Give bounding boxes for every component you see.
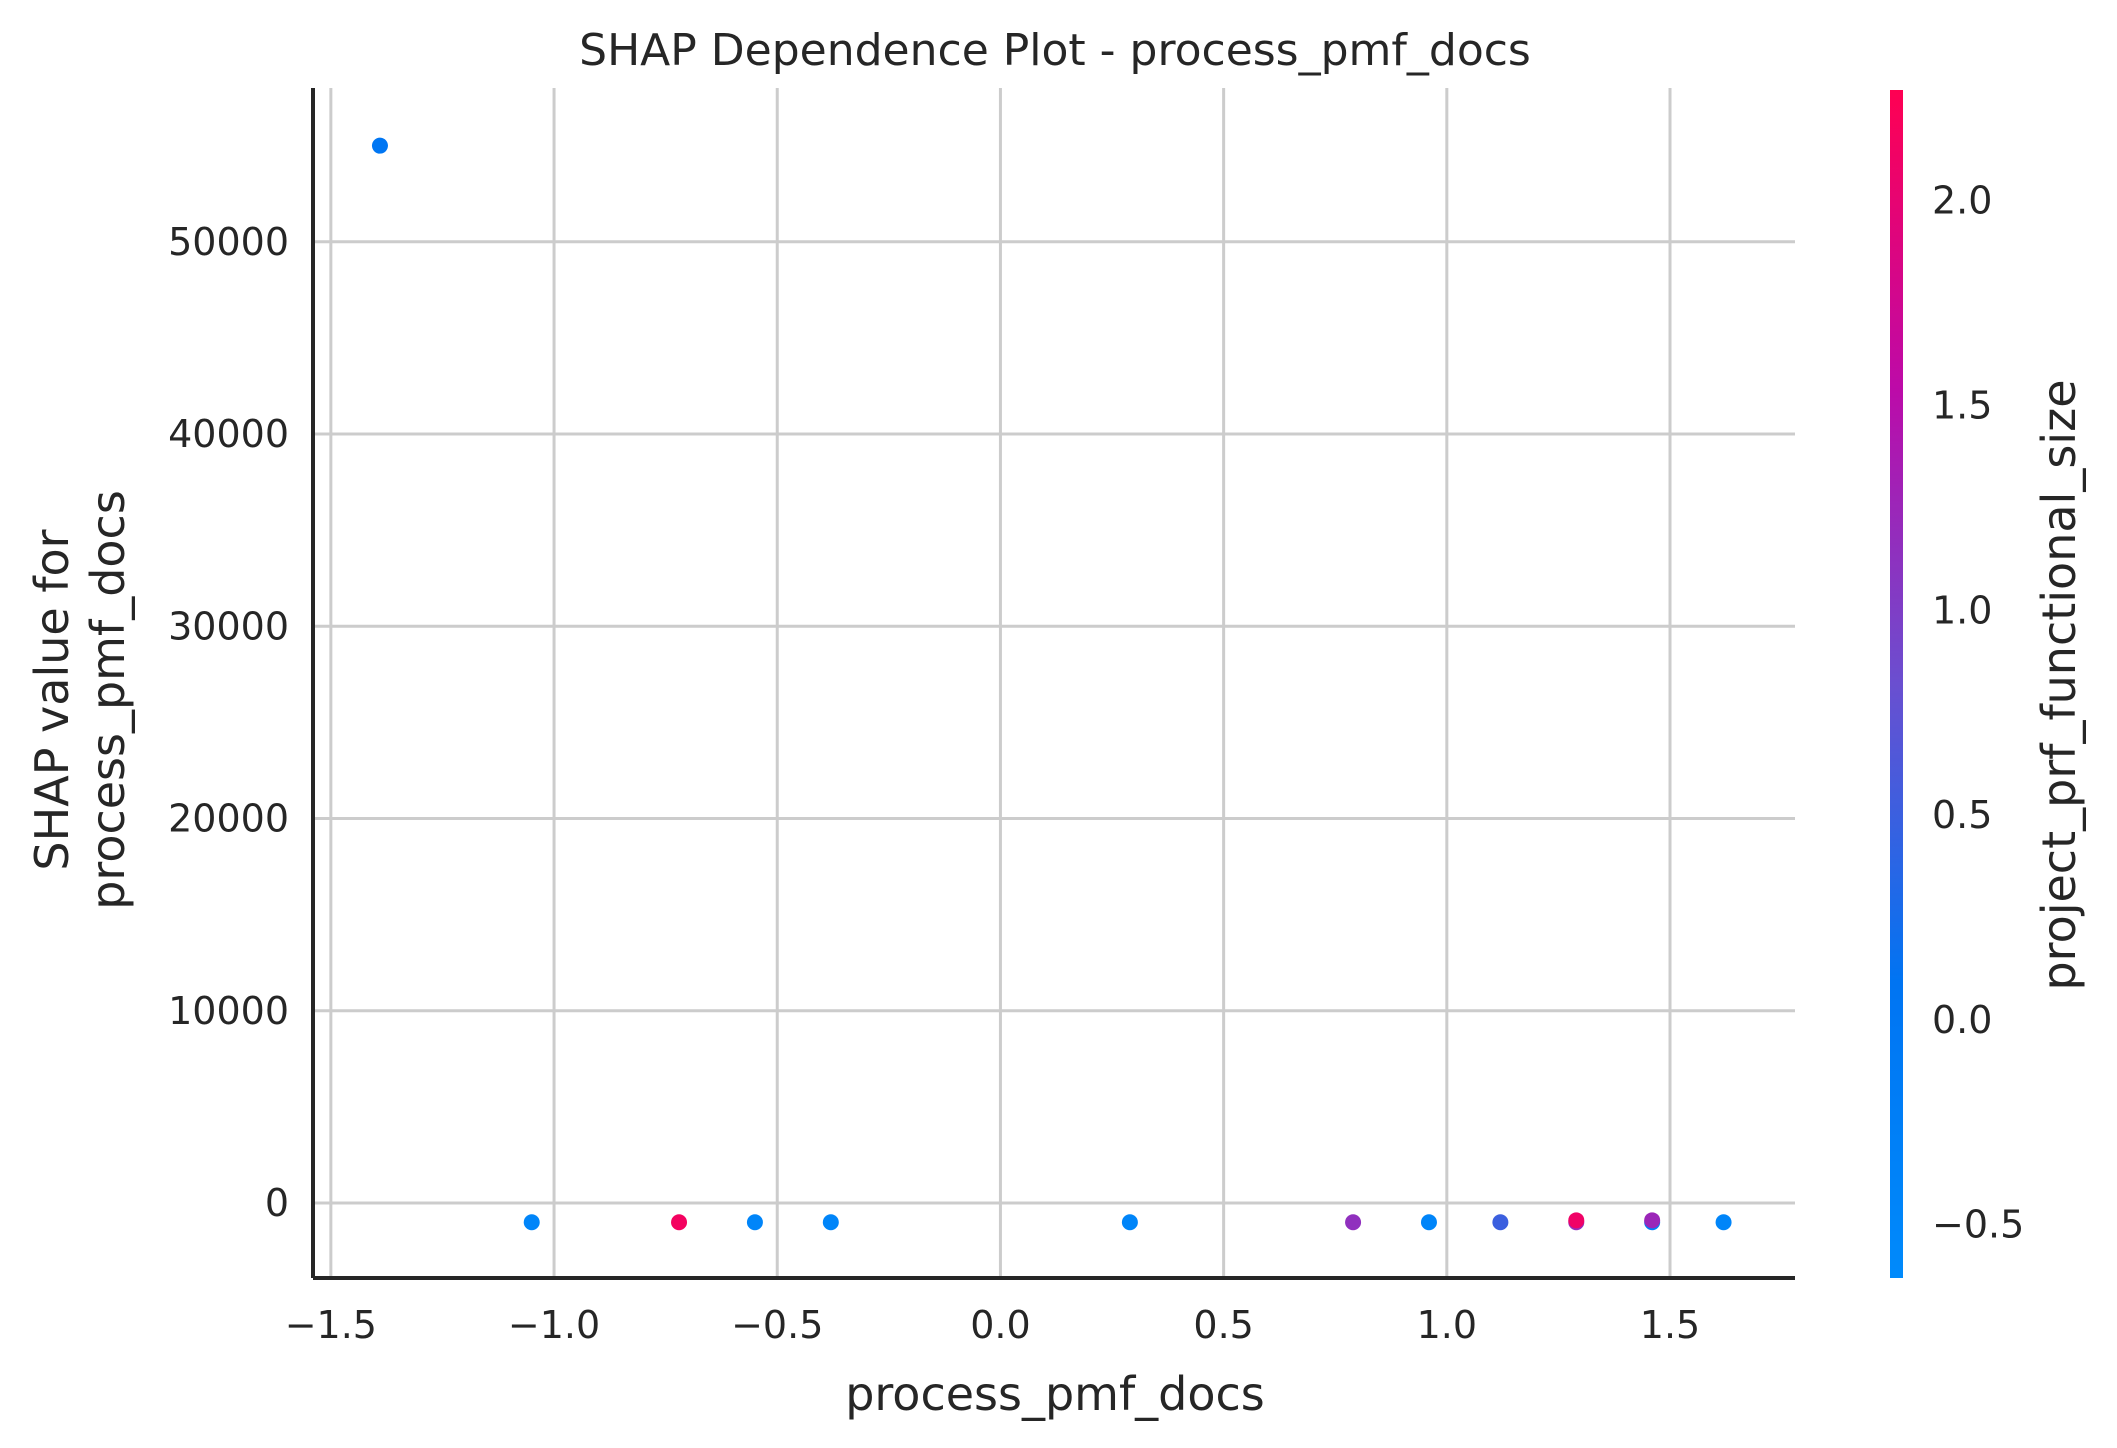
scatter-point: [1121, 1214, 1138, 1231]
colorbar-tick-label: −0.5: [1932, 1203, 2024, 1247]
colorbar: −0.5 0.0 0.5 1.0 1.5 2.0: [1890, 90, 2024, 1278]
y-tick-label: 20000: [168, 797, 289, 841]
scatter-point: [1420, 1214, 1437, 1231]
colorbar-tick-label: 0.5: [1932, 793, 1992, 837]
x-tick-label: −1.5: [285, 1303, 377, 1347]
axes-layer: −1.5 −1.0 −0.5 0.0 0.5 1.0 1.5 0 10000 20000 30000…: [168, 88, 1795, 1347]
y-tick-label: 0: [265, 1181, 289, 1225]
x-tick-label: −1.0: [508, 1303, 600, 1347]
colorbar-gradient: [1890, 90, 1903, 1278]
x-axis-label: process_pmf_docs: [845, 1367, 1265, 1421]
scatter-point: [1568, 1212, 1585, 1229]
colorbar-label: project_prf_functional_size: [2032, 379, 2086, 990]
chart-title: SHAP Dependence Plot - process_pmf_docs: [579, 25, 1531, 76]
x-tick-label: −0.5: [731, 1303, 823, 1347]
colorbar-tick-label: 1.0: [1932, 588, 1992, 632]
scatter-point: [1492, 1214, 1509, 1231]
x-tick-label: 1.5: [1640, 1303, 1700, 1347]
points-layer: [371, 137, 1732, 1231]
scatter-point: [1644, 1212, 1661, 1229]
y-tick-label: 10000: [168, 989, 289, 1033]
scatter-point: [822, 1214, 839, 1231]
colorbar-label-group: project_prf_functional_size: [2032, 379, 2086, 990]
scatter-point: [1345, 1214, 1362, 1231]
colorbar-tick-label: 0.0: [1932, 998, 1992, 1042]
scatter-point: [523, 1214, 540, 1231]
x-tick-label: 0.0: [970, 1303, 1030, 1347]
scatter-point: [671, 1214, 688, 1231]
y-axis-label-line1: SHAP value for: [25, 529, 79, 870]
x-tick-label: 0.5: [1193, 1303, 1253, 1347]
scatter-point: [1715, 1214, 1732, 1231]
y-tick-label: 40000: [168, 412, 289, 456]
y-tick-label: 50000: [168, 220, 289, 264]
scatter-point: [746, 1214, 763, 1231]
scatter-point: [371, 137, 388, 154]
y-tick-label: 30000: [168, 604, 289, 648]
y-axis-label-group: SHAP value for process_pmf_docs: [25, 490, 135, 910]
grid-layer: [313, 88, 1795, 1278]
colorbar-tick-label: 2.0: [1932, 179, 1992, 223]
colorbar-tick-label: 1.5: [1932, 383, 1992, 427]
y-axis-label-line2: process_pmf_docs: [81, 490, 135, 910]
x-tick-label: 1.0: [1417, 1303, 1477, 1347]
